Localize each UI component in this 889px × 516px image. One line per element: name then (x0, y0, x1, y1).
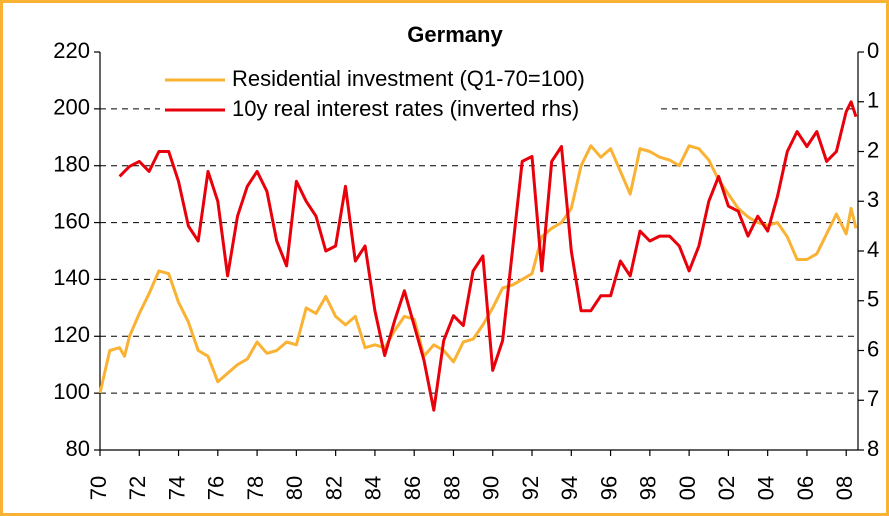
x-tick-label: 86 (400, 476, 425, 500)
legend-label: 10y real interest rates (inverted rhs) (232, 96, 579, 121)
x-tick-label: 92 (518, 476, 543, 500)
x-tick-label: 70 (86, 476, 111, 500)
x-tick-label: 78 (243, 476, 268, 500)
x-tick-label: 72 (125, 476, 150, 500)
y-tick-label: 120 (53, 322, 90, 347)
x-tick-label: 76 (204, 476, 229, 500)
series-line (98, 144, 858, 394)
x-tick-label: 04 (753, 476, 778, 500)
y2-tick-label: 4 (867, 237, 879, 262)
y-tick-label: 160 (53, 208, 90, 233)
x-tick-label: 94 (557, 476, 582, 500)
y-tick-label: 180 (53, 152, 90, 177)
y2-tick-label: 8 (867, 436, 879, 461)
y2-tick-label: 6 (867, 336, 879, 361)
x-tick-label: 80 (282, 476, 307, 500)
y2-tick-label: 0 (867, 38, 879, 63)
series-line (118, 100, 858, 412)
legend-bg (160, 66, 660, 94)
x-tick-label: 74 (164, 476, 189, 500)
y-tick-label: 220 (53, 38, 90, 63)
y2-tick-label: 1 (867, 88, 879, 113)
y-tick-label: 100 (53, 379, 90, 404)
x-tick-label: 96 (596, 476, 621, 500)
x-tick-label: 84 (361, 476, 386, 500)
y-tick-label: 200 (53, 95, 90, 120)
y2-tick-label: 2 (867, 137, 879, 162)
x-tick-label: 82 (321, 476, 346, 500)
x-tick-label: 02 (714, 476, 739, 500)
y2-tick-label: 5 (867, 287, 879, 312)
x-tick-label: 88 (439, 476, 464, 500)
chart-title: Germany (407, 22, 503, 47)
y-tick-label: 80 (66, 436, 90, 461)
legend-label: Residential investment (Q1-70=100) (232, 66, 585, 91)
y2-tick-label: 7 (867, 386, 879, 411)
legend-bg (160, 96, 660, 124)
x-tick-label: 06 (793, 476, 818, 500)
x-tick-label: 00 (675, 476, 700, 500)
x-tick-label: 90 (479, 476, 504, 500)
x-tick-label: 98 (636, 476, 661, 500)
x-tick-label: 08 (832, 476, 857, 500)
y2-tick-label: 3 (867, 187, 879, 212)
y-tick-label: 140 (53, 265, 90, 290)
